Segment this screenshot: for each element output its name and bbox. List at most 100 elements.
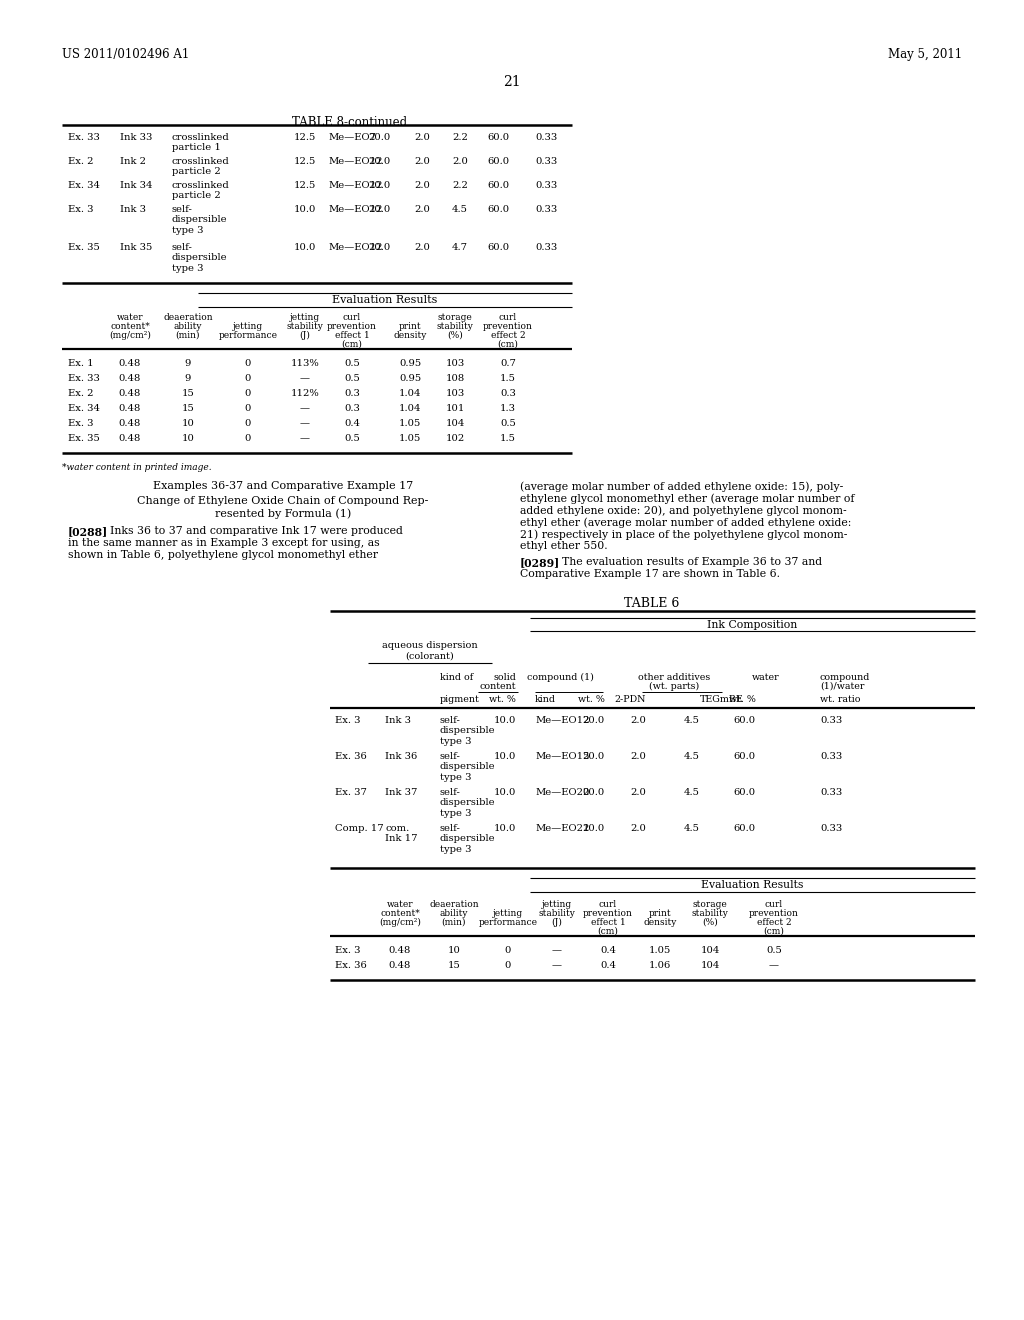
Text: TABLE 8-continued: TABLE 8-continued bbox=[293, 116, 408, 129]
Text: water: water bbox=[117, 313, 143, 322]
Text: kind of: kind of bbox=[440, 673, 473, 682]
Text: resented by Formula (1): resented by Formula (1) bbox=[215, 508, 351, 519]
Text: 104: 104 bbox=[700, 961, 720, 970]
Text: Examples 36-37 and Comparative Example 17: Examples 36-37 and Comparative Example 1… bbox=[153, 480, 413, 491]
Text: Me—EO20: Me—EO20 bbox=[535, 788, 590, 797]
Text: 60.0: 60.0 bbox=[487, 243, 510, 252]
Text: 0.33: 0.33 bbox=[536, 205, 558, 214]
Text: 0.3: 0.3 bbox=[344, 404, 360, 413]
Text: 60.0: 60.0 bbox=[487, 157, 510, 166]
Text: curl: curl bbox=[499, 313, 517, 322]
Text: 0.5: 0.5 bbox=[500, 418, 516, 428]
Text: Me—EO21: Me—EO21 bbox=[535, 824, 590, 833]
Text: 2.0: 2.0 bbox=[453, 157, 468, 166]
Text: Evaluation Results: Evaluation Results bbox=[700, 880, 803, 890]
Text: TABLE 6: TABLE 6 bbox=[625, 597, 680, 610]
Text: 60.0: 60.0 bbox=[734, 824, 756, 833]
Text: 104: 104 bbox=[700, 946, 720, 954]
Text: prevention: prevention bbox=[750, 909, 799, 917]
Text: —: — bbox=[300, 404, 310, 413]
Text: Ex. 1: Ex. 1 bbox=[68, 359, 93, 368]
Text: Ex. 3: Ex. 3 bbox=[335, 715, 360, 725]
Text: (J): (J) bbox=[300, 331, 310, 341]
Text: shown in Table 6, polyethylene glycol monomethyl ether: shown in Table 6, polyethylene glycol mo… bbox=[68, 550, 378, 560]
Text: 4.5: 4.5 bbox=[684, 788, 700, 797]
Text: 0.33: 0.33 bbox=[820, 715, 843, 725]
Text: pigment: pigment bbox=[440, 696, 480, 704]
Text: Ex. 34: Ex. 34 bbox=[68, 404, 100, 413]
Text: self-
dispersible
type 3: self- dispersible type 3 bbox=[172, 205, 227, 235]
Text: com.
Ink 17: com. Ink 17 bbox=[385, 824, 418, 843]
Text: curl: curl bbox=[599, 900, 617, 909]
Text: kind: kind bbox=[535, 696, 556, 704]
Text: 21) respectively in place of the polyethylene glycol monom-: 21) respectively in place of the polyeth… bbox=[520, 529, 848, 540]
Text: Me—EO12: Me—EO12 bbox=[328, 181, 383, 190]
Text: 0: 0 bbox=[245, 404, 251, 413]
Text: 60.0: 60.0 bbox=[734, 715, 756, 725]
Text: content*: content* bbox=[380, 909, 420, 917]
Text: density: density bbox=[643, 917, 677, 927]
Text: 2.0: 2.0 bbox=[630, 715, 646, 725]
Text: 10.0: 10.0 bbox=[494, 715, 516, 725]
Text: in the same manner as in Example 3 except for using, as: in the same manner as in Example 3 excep… bbox=[68, 539, 380, 548]
Text: 1.06: 1.06 bbox=[649, 961, 671, 970]
Text: 20.0: 20.0 bbox=[369, 205, 391, 214]
Text: Me—EO12: Me—EO12 bbox=[328, 205, 383, 214]
Text: 2.0: 2.0 bbox=[630, 752, 646, 762]
Text: water: water bbox=[387, 900, 414, 909]
Text: Me—EO12: Me—EO12 bbox=[535, 715, 590, 725]
Text: —: — bbox=[552, 961, 562, 970]
Text: 0: 0 bbox=[505, 961, 511, 970]
Text: 1.04: 1.04 bbox=[398, 389, 421, 399]
Text: Ex. 3: Ex. 3 bbox=[335, 946, 360, 954]
Text: 0.33: 0.33 bbox=[536, 133, 558, 143]
Text: [0289]: [0289] bbox=[520, 557, 560, 568]
Text: crosslinked
particle 2: crosslinked particle 2 bbox=[172, 157, 229, 177]
Text: wt. %: wt. % bbox=[729, 696, 756, 704]
Text: ability: ability bbox=[174, 322, 203, 331]
Text: 102: 102 bbox=[445, 434, 465, 444]
Text: Ink 35: Ink 35 bbox=[120, 243, 153, 252]
Text: 1.05: 1.05 bbox=[649, 946, 671, 954]
Text: 1.04: 1.04 bbox=[398, 404, 421, 413]
Text: 12.5: 12.5 bbox=[294, 133, 316, 143]
Text: (colorant): (colorant) bbox=[406, 652, 455, 661]
Text: Ex. 2: Ex. 2 bbox=[68, 157, 93, 166]
Text: self-
dispersible
type 3: self- dispersible type 3 bbox=[440, 788, 496, 818]
Text: compound: compound bbox=[820, 673, 870, 682]
Text: 108: 108 bbox=[445, 374, 465, 383]
Text: 12.5: 12.5 bbox=[294, 157, 316, 166]
Text: compound (1): compound (1) bbox=[526, 673, 594, 682]
Text: The evaluation results of Example 36 to 37 and: The evaluation results of Example 36 to … bbox=[562, 557, 822, 568]
Text: 10: 10 bbox=[447, 946, 461, 954]
Text: self-
dispersible
type 3: self- dispersible type 3 bbox=[440, 824, 496, 854]
Text: 15: 15 bbox=[181, 389, 195, 399]
Text: 101: 101 bbox=[445, 404, 465, 413]
Text: —: — bbox=[769, 961, 779, 970]
Text: Ink 2: Ink 2 bbox=[120, 157, 146, 166]
Text: (mg/cm²): (mg/cm²) bbox=[379, 917, 421, 927]
Text: 0: 0 bbox=[245, 374, 251, 383]
Text: [0288]: [0288] bbox=[68, 525, 109, 537]
Text: Me—EO15: Me—EO15 bbox=[535, 752, 590, 762]
Text: 0.4: 0.4 bbox=[344, 418, 360, 428]
Text: 1.5: 1.5 bbox=[500, 374, 516, 383]
Text: crosslinked
particle 2: crosslinked particle 2 bbox=[172, 181, 229, 201]
Text: 20.0: 20.0 bbox=[369, 133, 391, 143]
Text: wt. %: wt. % bbox=[489, 696, 516, 704]
Text: crosslinked
particle 1: crosslinked particle 1 bbox=[172, 133, 229, 152]
Text: Ex. 3: Ex. 3 bbox=[68, 418, 93, 428]
Text: 0.48: 0.48 bbox=[389, 961, 412, 970]
Text: 4.5: 4.5 bbox=[684, 824, 700, 833]
Text: 0.48: 0.48 bbox=[119, 404, 141, 413]
Text: storage: storage bbox=[437, 313, 472, 322]
Text: 10: 10 bbox=[181, 434, 195, 444]
Text: ethyl ether (average molar number of added ethylene oxide:: ethyl ether (average molar number of add… bbox=[520, 517, 851, 528]
Text: 15: 15 bbox=[181, 404, 195, 413]
Text: 0.3: 0.3 bbox=[500, 389, 516, 399]
Text: 2-PDN: 2-PDN bbox=[614, 696, 646, 704]
Text: 1.3: 1.3 bbox=[500, 404, 516, 413]
Text: Ink 3: Ink 3 bbox=[120, 205, 146, 214]
Text: 1.05: 1.05 bbox=[398, 418, 421, 428]
Text: 0.95: 0.95 bbox=[399, 374, 421, 383]
